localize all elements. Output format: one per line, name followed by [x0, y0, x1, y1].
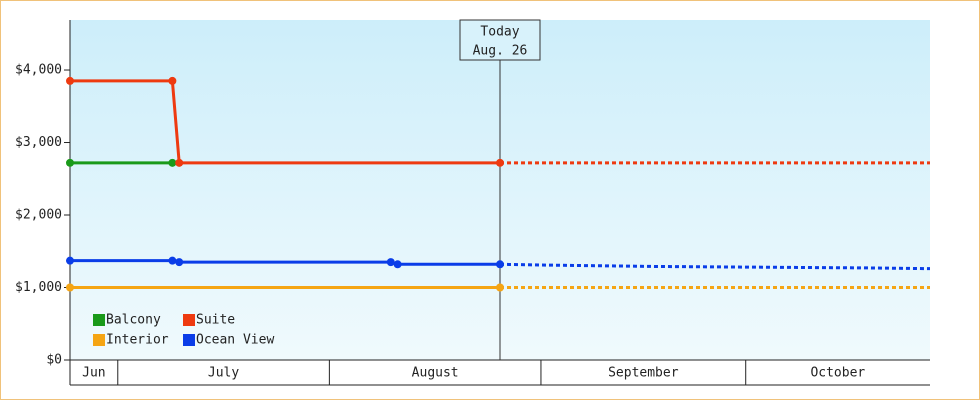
month-label: August [412, 366, 459, 381]
today-label: Aug. 26 [473, 44, 528, 59]
point [393, 260, 402, 269]
y-tick-label: $3,000 [15, 135, 62, 150]
point [175, 258, 184, 267]
legend-swatch [93, 314, 105, 326]
point [168, 256, 177, 265]
point [168, 76, 177, 85]
forecast-line [499, 262, 931, 271]
point [66, 158, 74, 167]
month-label: Jun [82, 366, 105, 381]
legend-swatch [183, 314, 195, 326]
point [66, 76, 74, 85]
point [66, 283, 74, 292]
point [168, 158, 177, 167]
legend-label: Suite [196, 313, 235, 328]
legend-label: Interior [106, 333, 169, 348]
today-box [459, 19, 541, 61]
point [496, 283, 504, 292]
y-tick-label: $4,000 [15, 63, 62, 78]
series-line [70, 79, 500, 165]
point [496, 158, 504, 167]
y-tick-label: $1,000 [15, 280, 62, 295]
legend-label: Ocean View [196, 333, 274, 348]
point [175, 158, 184, 167]
today-label: Today [480, 25, 519, 40]
legend-label: Balcony [106, 313, 161, 328]
legend-swatch [93, 334, 105, 346]
month-label: July [208, 366, 239, 381]
y-tick-label: $2,000 [15, 208, 62, 223]
y-tick-label: $0 [46, 353, 62, 368]
legend-swatch [183, 334, 195, 346]
month-label: September [608, 366, 679, 381]
month-label: October [810, 366, 865, 381]
point [66, 256, 74, 265]
point [496, 260, 504, 269]
point [386, 258, 395, 267]
series-line [70, 259, 500, 266]
